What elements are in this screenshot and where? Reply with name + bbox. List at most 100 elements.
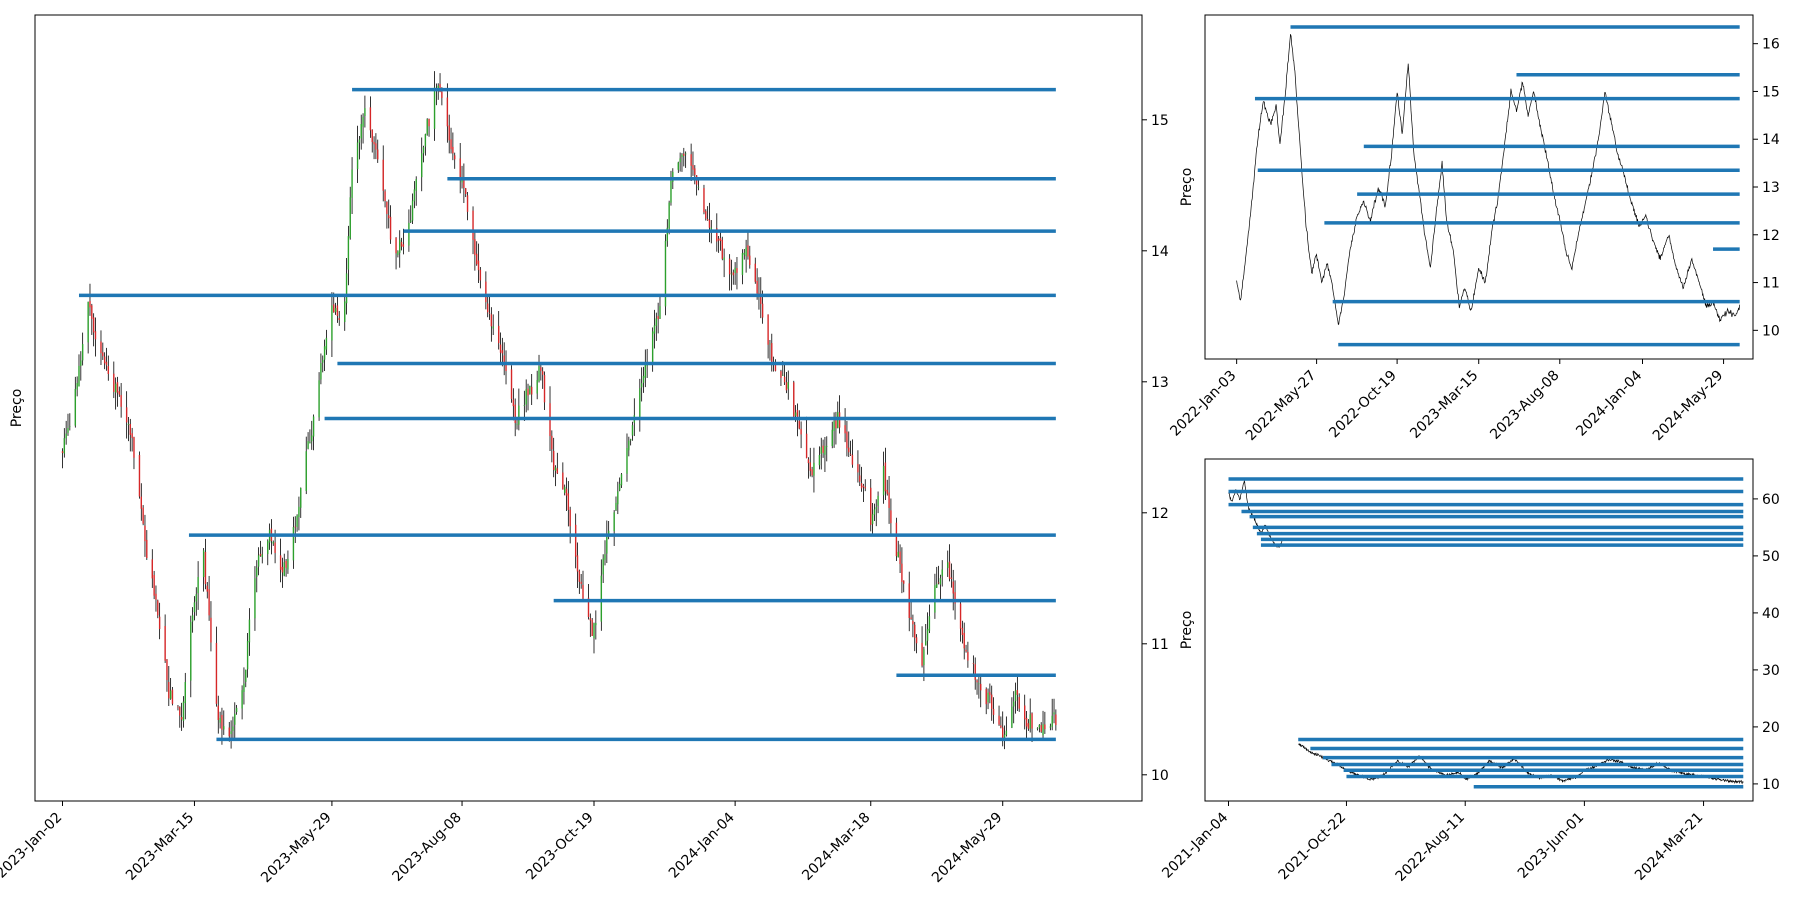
candle [1031,712,1033,742]
candle [659,296,661,319]
candle-body-up [283,562,285,576]
candle-body-up [787,382,789,389]
candle [437,83,439,100]
candle [1055,709,1057,731]
candle-body-up [871,514,874,525]
candle [723,248,725,278]
candle-body-down [565,488,568,496]
candle [241,685,243,720]
price-series [1236,34,1741,326]
candle [454,152,456,169]
candle-body-down [888,492,890,509]
candle [1003,725,1006,750]
candle [80,351,82,381]
candle-body-up [408,222,410,246]
candle-body-up [593,623,595,639]
candle [800,421,802,449]
candle [670,170,672,206]
candle-body-up [536,380,538,394]
candle [518,388,520,431]
candle-body-up [193,602,196,613]
candle-body-down [567,493,570,510]
candle-body-up [1038,724,1041,728]
candle-body-down [899,551,901,564]
y-tick-label: 12 [1151,506,1169,522]
y-tick-label: 10 [1762,323,1780,339]
candle [730,259,733,291]
candle-body-down [107,366,110,375]
candle [992,697,995,724]
candle-body-down [921,642,923,666]
candle-body-up [1042,724,1044,736]
candle [1000,716,1002,729]
candle [787,370,789,400]
candle [783,364,786,385]
candle-body-down [576,555,579,572]
candle-body-down [116,382,119,393]
candle [206,582,208,599]
candle-body-down [180,717,183,720]
candle-body-down [948,561,951,579]
candle-body-down [386,201,388,214]
candle-body-up [629,439,632,441]
candle [613,510,615,547]
candle [246,633,249,678]
candle-body-down [1025,717,1028,727]
candle [895,517,898,561]
candle-body-down [848,447,850,453]
candle-body-down [556,468,559,474]
candle [125,391,128,439]
candle [204,538,207,590]
candle-body-down [474,239,476,256]
candle-body-down [541,371,544,375]
candle-body-up [267,541,269,555]
candle-body-up [518,405,520,425]
candle-body-up [195,594,197,602]
candle-body-down [1000,725,1002,728]
candle-body-up [169,690,172,699]
candle [358,135,361,160]
candle [760,277,762,319]
candle [897,540,899,558]
candle [551,430,553,463]
candle-body-down [204,551,207,585]
top-right-y-axis: 10 11 12 13 14 15 16 [1753,37,1780,339]
candle [476,241,478,266]
candle [245,669,247,688]
candle [516,419,518,430]
candle-body-up [525,389,527,405]
candle [915,634,918,654]
candle-body-down [954,592,956,604]
candle [345,257,348,315]
top-right-level-lines [1254,25,1740,347]
candle-body-down [747,245,749,257]
candle [811,466,813,478]
candle [322,355,324,373]
main-y-axis: 10 11 12 13 14 15 [1142,113,1169,784]
candle [959,601,962,642]
candle [230,720,232,749]
candle-body-down [472,210,474,240]
bottom-right-plot-frame [1204,458,1754,802]
candle [536,370,538,400]
candle-body-up [364,108,366,117]
candle [785,372,788,394]
candle-body-up [824,445,826,455]
candle [732,269,734,285]
candle-body-up [223,726,225,730]
candle [928,604,931,634]
candle-body-down [756,280,758,294]
candle-body-down [510,369,513,399]
candle [118,386,121,397]
candle-body-up [422,147,425,154]
candle-body-up [292,527,295,561]
candle [94,317,97,357]
candle-body-down [903,580,905,584]
candle-body-up [114,383,117,393]
candle [219,711,221,729]
candle-body-down [89,301,91,308]
candle [690,143,692,182]
candle-body-up [360,123,362,139]
candle [890,498,892,536]
candle [552,437,555,478]
